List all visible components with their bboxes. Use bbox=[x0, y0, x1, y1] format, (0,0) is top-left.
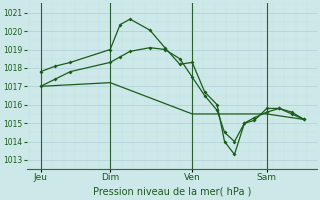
X-axis label: Pression niveau de la mer( hPa ): Pression niveau de la mer( hPa ) bbox=[92, 187, 251, 197]
